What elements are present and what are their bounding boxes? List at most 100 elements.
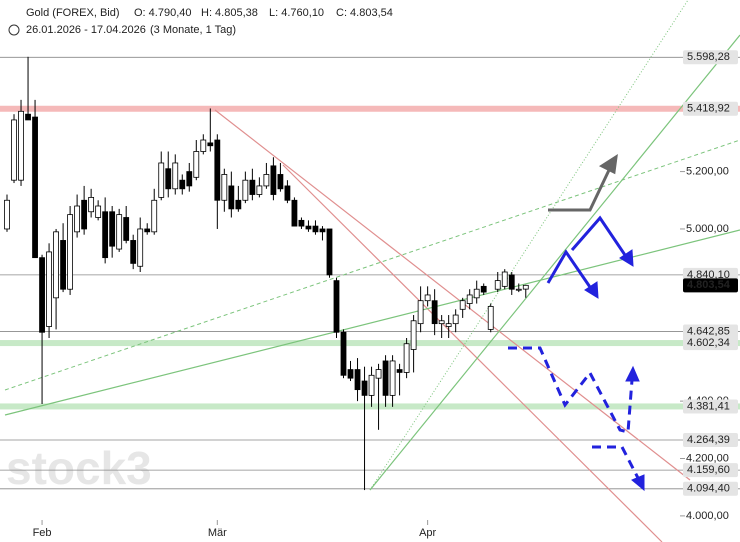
arrowhead	[631, 474, 645, 492]
candle-body	[424, 294, 431, 302]
candle-body	[81, 199, 88, 230]
axis-labels: 5.200,005.000,004.400,004.200,004.000,00…	[33, 50, 738, 539]
subtitle: 26.01.2026 - 17.04.2026	[26, 24, 146, 36]
ohlc-low: L: 4.760,10	[269, 7, 324, 19]
trend-line	[4, 139, 740, 391]
candle-body	[137, 228, 144, 267]
ohlc-high: H: 4.805,38	[201, 7, 258, 19]
level-label-box	[683, 463, 738, 478]
level-label: 5.418,92	[687, 103, 730, 115]
candle-body	[333, 280, 340, 333]
level-band	[0, 403, 740, 410]
level-label-box	[683, 336, 738, 351]
candle-body	[396, 369, 403, 373]
arrowhead	[619, 249, 634, 267]
candle-body	[382, 360, 389, 396]
candle-body	[291, 199, 298, 227]
candle-body	[74, 205, 81, 233]
candle-body	[53, 231, 59, 299]
candle-body	[186, 171, 193, 187]
candle-body	[480, 285, 487, 293]
title: Gold (FOREX, Bid)	[26, 7, 120, 19]
channel-line	[214, 109, 691, 481]
arrow	[546, 249, 594, 291]
candle-body	[403, 343, 410, 373]
scenario-arrows	[508, 153, 645, 492]
level-band	[0, 105, 740, 112]
candle-body	[494, 280, 501, 290]
candle-body	[389, 360, 396, 396]
y-tick-label: 4.000,00	[686, 510, 729, 522]
candle-body	[144, 228, 151, 233]
channel-line	[282, 164, 663, 542]
candle-body	[473, 288, 480, 299]
candle-body	[88, 197, 95, 213]
candle-body	[501, 271, 508, 287]
candle-body	[508, 274, 515, 290]
trend-lines	[4, 0, 740, 542]
level-label-box	[683, 399, 738, 414]
candle-body	[102, 211, 109, 259]
candle-body	[116, 214, 123, 250]
y-tick-label: 5.000,00	[686, 223, 729, 235]
arrow	[592, 445, 640, 479]
candle-body	[298, 219, 305, 227]
header: Gold (FOREX, Bid) O: 4.790,40 H: 4.805,3…	[8, 7, 393, 36]
level-label: 5.598,28	[687, 51, 730, 63]
candle-body	[459, 300, 466, 310]
level-label-box	[683, 50, 738, 65]
arrow	[508, 346, 634, 434]
level-label-box	[683, 433, 738, 448]
candle-body	[221, 174, 228, 201]
arrow	[548, 167, 612, 212]
x-tick-label: Feb	[33, 527, 52, 539]
candle-body	[249, 179, 256, 195]
candle-body	[46, 251, 52, 327]
bands	[0, 56, 740, 490]
candle-body	[340, 331, 347, 376]
level-label: 4.803,54	[687, 279, 731, 291]
arrow	[570, 215, 629, 259]
candle-body	[452, 314, 459, 325]
candle-body	[431, 300, 438, 325]
candle-body	[242, 179, 249, 201]
candle-body	[207, 142, 214, 147]
candle-body	[151, 199, 158, 233]
candle-body	[123, 217, 130, 241]
arrowhead	[584, 281, 599, 299]
candle-body	[11, 119, 17, 181]
ohlc-open: O: 4.790,40	[134, 7, 192, 19]
candle-body	[270, 165, 277, 195]
y-tick-label: 4.200,00	[686, 452, 729, 464]
candle-body	[32, 116, 38, 259]
x-tick-label: Mär	[208, 527, 227, 539]
candle-body	[438, 320, 445, 325]
candle-body	[4, 199, 10, 230]
candle-body	[522, 284, 529, 290]
candle-body	[305, 225, 312, 230]
candle-body	[487, 306, 494, 330]
candle-body	[466, 294, 473, 304]
candle-body	[67, 214, 74, 290]
level-label: 4.381,41	[687, 400, 730, 412]
candle-body	[263, 174, 270, 187]
candle-body	[235, 199, 242, 210]
ohlc-close: C: 4.803,54	[336, 7, 393, 19]
candle-body	[417, 300, 424, 325]
candle-body	[347, 369, 354, 379]
candle-body	[228, 185, 235, 210]
candle-body	[25, 113, 31, 121]
arrowhead	[598, 153, 618, 175]
candle-body	[39, 257, 45, 333]
plot	[4, 56, 529, 491]
watermark: stock3	[6, 442, 152, 494]
candle-body	[109, 211, 116, 247]
current-price-box	[683, 278, 738, 293]
trend-line	[4, 229, 740, 416]
candle-body	[410, 320, 417, 350]
candle-body	[361, 380, 368, 396]
candle-body	[158, 162, 165, 198]
candle-body	[277, 174, 284, 190]
candle-body	[18, 110, 24, 181]
